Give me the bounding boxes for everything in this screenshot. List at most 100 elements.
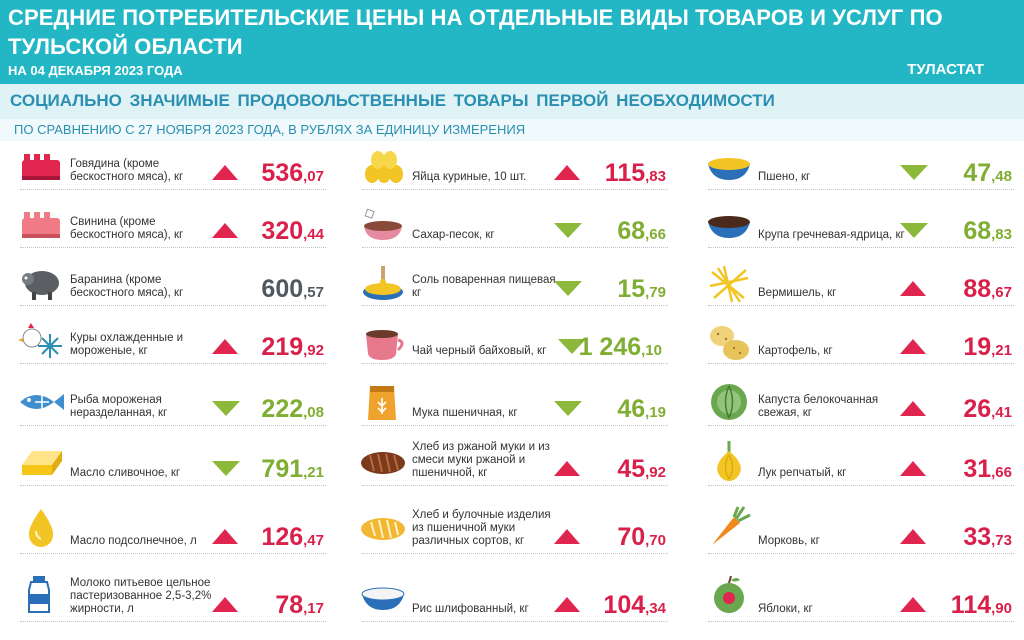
price-value: 88,67 xyxy=(963,275,1012,304)
price-value: 46,19 xyxy=(617,395,666,424)
onion-icon xyxy=(704,439,754,481)
cabbage-icon xyxy=(704,380,754,422)
price-value: 126,47 xyxy=(261,523,324,552)
price-value: 68,83 xyxy=(963,217,1012,246)
price-decimal: ,92 xyxy=(645,464,666,481)
price-value: 320,44 xyxy=(261,217,324,246)
price-item: Капуста белокочанная свежая, кг 26,41 xyxy=(698,376,1024,426)
price-value: 47,48 xyxy=(963,159,1012,188)
price-decimal: ,67 xyxy=(991,284,1012,301)
item-name: Сахар-песок, кг xyxy=(412,229,495,241)
row-divider xyxy=(362,425,668,426)
row-divider xyxy=(708,305,1014,306)
price-value: 70,70 xyxy=(617,523,666,552)
price-value: 222,08 xyxy=(261,395,324,424)
row-divider xyxy=(20,425,326,426)
comparison-note: ПО СРАВНЕНИЮ С 27 НОЯБРЯ 2023 ГОДА, В РУ… xyxy=(0,119,1024,141)
price-item: Говядина (кроме бескостного мяса), кг 536… xyxy=(10,144,340,190)
price-item: Яйца куриные, 10 шт. 115,83 xyxy=(352,144,682,190)
price-integer: 104 xyxy=(603,591,646,619)
item-name: Мука пшеничная, кг xyxy=(412,407,518,419)
pork-icon xyxy=(16,204,66,246)
price-decimal: ,66 xyxy=(645,226,666,243)
price-integer: 45 xyxy=(617,455,646,483)
price-integer: 78 xyxy=(275,591,304,619)
price-down-arrow-icon xyxy=(554,223,582,238)
price-item: Соль поваренная пищевая, кг 15,79 xyxy=(352,260,682,306)
price-up-arrow-icon xyxy=(900,339,926,354)
price-item: Картофель, кг 19,21 xyxy=(698,318,1024,364)
price-integer: 68 xyxy=(617,217,646,245)
row-divider xyxy=(20,305,326,306)
price-up-arrow-icon xyxy=(900,281,926,296)
item-name: Молоко питьевое цельное пастеризованное … xyxy=(70,577,212,615)
rice-icon xyxy=(358,572,408,614)
price-decimal: ,73 xyxy=(991,532,1012,549)
item-name: Чай черный байховый, кг xyxy=(412,345,547,357)
price-decimal: ,07 xyxy=(303,168,324,185)
price-integer: 19 xyxy=(963,333,992,361)
price-integer: 31 xyxy=(963,455,992,483)
row-divider xyxy=(362,189,668,190)
price-down-arrow-icon xyxy=(212,461,240,476)
row-divider xyxy=(708,363,1014,364)
item-name: Баранина (кроме бескостного мяса), кг xyxy=(70,274,184,299)
price-item: Вермишель, кг 88,67 xyxy=(698,260,1024,306)
price-down-arrow-icon xyxy=(554,281,582,296)
item-name: Свинина (кроме бескостного мяса), кг xyxy=(70,216,184,241)
price-value: 19,21 xyxy=(963,333,1012,362)
price-decimal: ,70 xyxy=(645,532,666,549)
rye-bread-icon xyxy=(358,439,408,481)
milk-icon xyxy=(16,572,66,614)
tea-icon xyxy=(358,320,408,362)
price-item: Чай черный байховый, кг 1 246,10 xyxy=(352,318,682,364)
price-value: 78,17 xyxy=(275,591,324,620)
price-decimal: ,66 xyxy=(991,464,1012,481)
row-divider xyxy=(20,363,326,364)
price-up-arrow-icon xyxy=(554,597,580,612)
price-item: Сахар-песок, кг 68,66 xyxy=(352,202,682,248)
price-down-arrow-icon xyxy=(558,339,586,354)
price-up-arrow-icon xyxy=(900,597,926,612)
price-value: 1 246,10 xyxy=(579,333,662,362)
salt-icon xyxy=(358,262,408,304)
price-down-arrow-icon xyxy=(900,165,928,180)
pasta-icon xyxy=(704,262,754,304)
price-item: Свинина (кроме бескостного мяса), кг 320,… xyxy=(10,202,340,248)
price-down-arrow-icon xyxy=(554,401,582,416)
millet-icon xyxy=(704,146,754,188)
price-decimal: ,21 xyxy=(991,342,1012,359)
item-name: Масло подсолнечное, л xyxy=(70,535,197,547)
item-name: Хлеб и булочные изделия из пшеничной мук… xyxy=(412,509,551,547)
price-up-arrow-icon xyxy=(212,339,238,354)
price-integer: 70 xyxy=(617,523,646,551)
price-value: 45,92 xyxy=(617,455,666,484)
price-integer: 219 xyxy=(261,333,304,361)
price-up-arrow-icon xyxy=(212,597,238,612)
price-value: 26,41 xyxy=(963,395,1012,424)
apple-icon xyxy=(704,572,754,614)
row-divider xyxy=(20,621,326,622)
price-integer: 536 xyxy=(261,159,304,187)
price-up-arrow-icon xyxy=(900,529,926,544)
item-name: Морковь, кг xyxy=(758,535,820,547)
price-item: Масло сливочное, кг 791,21 xyxy=(10,434,340,486)
price-item: Пшено, кг 47,48 xyxy=(698,144,1024,190)
item-name: Крупа гречневая-ядрица, кг xyxy=(758,229,905,241)
price-decimal: ,79 xyxy=(645,284,666,301)
butter-icon xyxy=(16,439,66,481)
row-divider xyxy=(362,553,668,554)
price-item: Рис шлифованный, кг 104,34 xyxy=(352,564,682,622)
price-decimal: ,48 xyxy=(991,168,1012,185)
price-decimal: ,17 xyxy=(303,600,324,617)
price-value: 219,92 xyxy=(261,333,324,362)
row-divider xyxy=(708,485,1014,486)
item-name: Рис шлифованный, кг xyxy=(412,603,529,615)
item-name: Яблоки, кг xyxy=(758,603,813,615)
oil-drop-icon xyxy=(16,505,66,547)
price-integer: 126 xyxy=(261,523,304,551)
price-value: 68,66 xyxy=(617,217,666,246)
price-up-arrow-icon xyxy=(900,461,926,476)
price-up-arrow-icon xyxy=(212,165,238,180)
price-value: 600,57 xyxy=(261,275,324,304)
